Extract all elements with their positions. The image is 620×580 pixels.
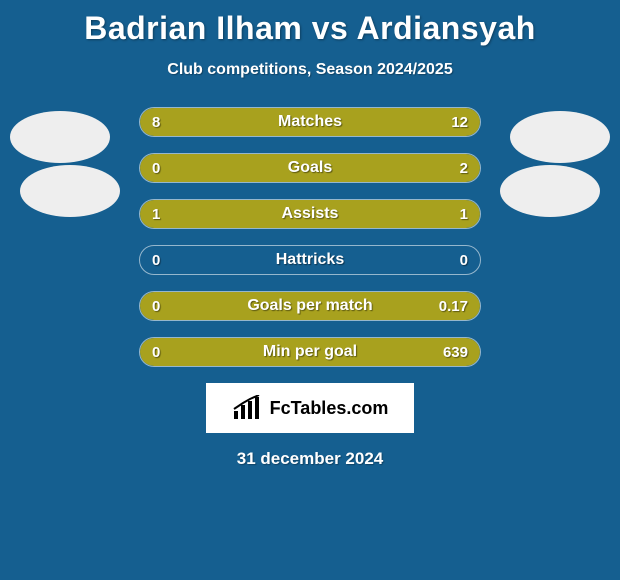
stat-value-right: 1	[460, 200, 468, 228]
comparison-subtitle: Club competitions, Season 2024/2025	[0, 61, 620, 79]
stat-value-right: 0	[460, 246, 468, 274]
player2-avatar-bottom	[500, 165, 600, 217]
stat-label: Assists	[140, 200, 480, 228]
comparison-bars: 8Matches120Goals21Assists10Hattricks00Go…	[139, 107, 481, 367]
stat-row: 0Goals2	[139, 153, 481, 183]
stat-value-right: 2	[460, 154, 468, 182]
stat-label: Min per goal	[140, 338, 480, 366]
stat-row: 1Assists1	[139, 199, 481, 229]
player2-avatar-top	[510, 111, 610, 163]
stat-label: Goals	[140, 154, 480, 182]
stat-row: 0Goals per match0.17	[139, 291, 481, 321]
chart-icon	[232, 395, 266, 421]
player1-avatar-bottom	[20, 165, 120, 217]
stat-value-right: 639	[443, 338, 468, 366]
stat-value-right: 0.17	[439, 292, 468, 320]
snapshot-date: 31 december 2024	[0, 449, 620, 469]
logo-text: FcTables.com	[270, 398, 389, 419]
stat-row: 8Matches12	[139, 107, 481, 137]
stat-row: 0Hattricks0	[139, 245, 481, 275]
stat-row: 0Min per goal639	[139, 337, 481, 367]
stat-value-right: 12	[451, 108, 468, 136]
stat-label: Goals per match	[140, 292, 480, 320]
fctables-logo: FcTables.com	[206, 383, 414, 433]
stat-label: Hattricks	[140, 246, 480, 274]
player1-avatar-top	[10, 111, 110, 163]
stat-label: Matches	[140, 108, 480, 136]
comparison-title: Badrian Ilham vs Ardiansyah	[0, 0, 620, 47]
